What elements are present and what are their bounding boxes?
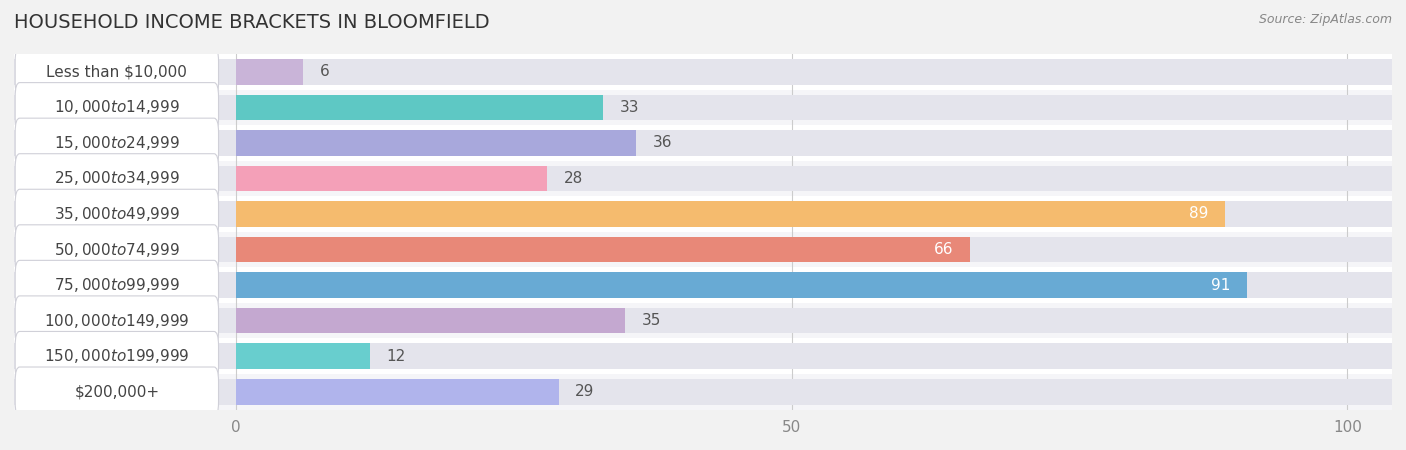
Bar: [14, 166, 1392, 191]
Bar: [14, 125, 1392, 161]
FancyBboxPatch shape: [15, 332, 218, 381]
Bar: [14, 232, 1392, 267]
Text: HOUSEHOLD INCOME BRACKETS IN BLOOMFIELD: HOUSEHOLD INCOME BRACKETS IN BLOOMFIELD: [14, 14, 489, 32]
Bar: [14, 343, 1392, 369]
Bar: [14, 59, 1392, 85]
Text: $50,000 to $74,999: $50,000 to $74,999: [53, 240, 180, 258]
Bar: [236, 379, 558, 405]
Text: 33: 33: [620, 100, 640, 115]
Text: 91: 91: [1212, 278, 1230, 292]
Bar: [236, 166, 547, 191]
Bar: [14, 303, 1392, 338]
Bar: [14, 374, 1392, 410]
Text: $75,000 to $99,999: $75,000 to $99,999: [53, 276, 180, 294]
Bar: [14, 272, 1392, 298]
FancyBboxPatch shape: [15, 47, 218, 96]
Text: $10,000 to $14,999: $10,000 to $14,999: [53, 99, 180, 116]
FancyBboxPatch shape: [15, 83, 218, 132]
Bar: [14, 90, 1392, 125]
Text: 36: 36: [652, 135, 672, 150]
Text: $25,000 to $34,999: $25,000 to $34,999: [53, 170, 180, 187]
Bar: [14, 237, 1392, 262]
Text: 28: 28: [564, 171, 583, 186]
FancyBboxPatch shape: [15, 261, 218, 310]
Bar: [236, 272, 1247, 298]
FancyBboxPatch shape: [15, 225, 218, 274]
Bar: [14, 379, 1392, 405]
Bar: [14, 130, 1392, 156]
FancyBboxPatch shape: [15, 296, 218, 345]
Bar: [236, 94, 603, 120]
Bar: [14, 267, 1392, 303]
FancyBboxPatch shape: [15, 367, 218, 416]
Text: 29: 29: [575, 384, 595, 399]
FancyBboxPatch shape: [15, 189, 218, 238]
Bar: [14, 196, 1392, 232]
Text: 89: 89: [1189, 207, 1209, 221]
Bar: [14, 54, 1392, 90]
Bar: [236, 201, 1225, 227]
Text: Less than $10,000: Less than $10,000: [46, 64, 187, 79]
Bar: [14, 338, 1392, 374]
Text: $35,000 to $49,999: $35,000 to $49,999: [53, 205, 180, 223]
Text: 12: 12: [387, 349, 405, 364]
Text: $100,000 to $149,999: $100,000 to $149,999: [44, 311, 190, 329]
Bar: [236, 130, 637, 156]
Text: 66: 66: [934, 242, 953, 257]
Text: $200,000+: $200,000+: [75, 384, 159, 399]
Text: $150,000 to $199,999: $150,000 to $199,999: [44, 347, 190, 365]
Bar: [14, 308, 1392, 333]
Bar: [236, 343, 370, 369]
Text: 35: 35: [643, 313, 661, 328]
Text: $15,000 to $24,999: $15,000 to $24,999: [53, 134, 180, 152]
Bar: [236, 308, 626, 333]
Bar: [14, 94, 1392, 120]
Bar: [14, 161, 1392, 196]
FancyBboxPatch shape: [15, 118, 218, 167]
Bar: [14, 201, 1392, 227]
Text: Source: ZipAtlas.com: Source: ZipAtlas.com: [1258, 14, 1392, 27]
Text: 6: 6: [319, 64, 329, 79]
Bar: [236, 59, 302, 85]
FancyBboxPatch shape: [15, 154, 218, 203]
Bar: [236, 237, 970, 262]
